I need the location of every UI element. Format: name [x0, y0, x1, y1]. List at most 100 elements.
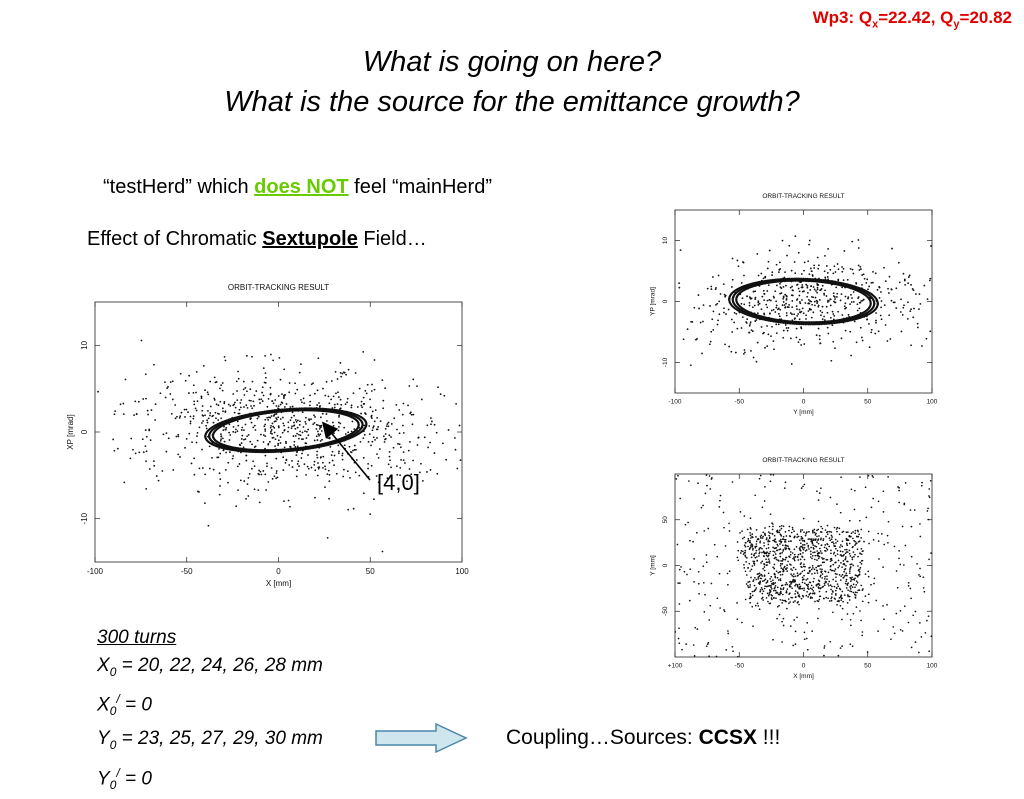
data-point: [363, 433, 366, 436]
data-point: [803, 631, 806, 634]
data-point: [809, 289, 812, 291]
data-point: [727, 630, 729, 632]
data-point: [838, 600, 840, 603]
data-point: [217, 419, 220, 421]
data-point: [840, 562, 842, 564]
data-point: [804, 550, 807, 552]
data-point: [766, 299, 769, 302]
data-point: [222, 410, 224, 413]
data-point: [823, 654, 825, 657]
data-point: [883, 304, 886, 307]
data-point: [803, 582, 806, 585]
data-point: [838, 281, 841, 284]
data-point: [767, 594, 770, 597]
data-point: [748, 562, 751, 565]
data-point: [275, 477, 278, 480]
data-point: [209, 380, 212, 383]
data-point: [454, 448, 457, 451]
data-point: [880, 291, 882, 293]
data-point: [850, 584, 853, 587]
data-point: [831, 559, 833, 562]
data-point: [233, 411, 236, 414]
data-point: [792, 578, 795, 581]
data-point: [755, 578, 758, 581]
data-point: [328, 402, 331, 405]
data-point: [719, 494, 722, 497]
data-point: [836, 603, 838, 606]
data-point: [811, 597, 814, 599]
data-point: [882, 566, 884, 568]
data-point: [861, 336, 863, 339]
data-point: [856, 303, 859, 306]
data-point: [778, 604, 780, 607]
data-point: [386, 423, 389, 425]
data-point: [848, 519, 851, 522]
data-point: [862, 273, 865, 276]
data-point: [824, 255, 826, 257]
data-point: [785, 582, 788, 584]
y-tick-label: -10: [80, 512, 89, 524]
data-point: [264, 418, 267, 421]
data-point: [877, 540, 880, 542]
data-point: [855, 341, 858, 344]
data-point: [322, 387, 324, 390]
data-point: [238, 408, 241, 411]
data-point: [880, 533, 883, 535]
data-point: [316, 450, 319, 453]
data-point: [347, 431, 350, 434]
data-point: [766, 555, 769, 558]
data-point: [835, 587, 838, 589]
data-point: [840, 476, 842, 479]
data-point: [737, 559, 740, 562]
data-point: [744, 570, 747, 573]
data-point: [269, 432, 272, 435]
data-point: [709, 488, 712, 490]
data-point: [708, 343, 711, 346]
data-point: [797, 313, 800, 315]
data-point: [777, 571, 780, 574]
data-point: [167, 385, 169, 388]
data-point: [317, 357, 320, 360]
data-point: [849, 563, 852, 566]
data-point: [825, 305, 828, 308]
data-point: [265, 376, 267, 379]
data-point: [901, 630, 904, 632]
data-point: [214, 411, 217, 414]
data-point: [785, 298, 788, 300]
data-point: [350, 451, 353, 454]
data-point: [841, 531, 844, 534]
data-point: [743, 303, 746, 306]
data-point: [805, 637, 808, 640]
data-point: [811, 557, 813, 560]
data-point: [808, 307, 811, 310]
data-point: [301, 452, 303, 455]
data-point: [258, 501, 261, 504]
data-point: [843, 594, 846, 596]
data-point: [234, 431, 237, 434]
data-point: [834, 347, 836, 350]
data-point: [768, 279, 771, 282]
data-point: [761, 592, 764, 595]
data-point: [807, 310, 810, 312]
data-point: [854, 540, 857, 543]
data-point: [785, 314, 788, 317]
data-point: [779, 286, 782, 289]
data-point: [303, 402, 306, 405]
data-point: [785, 295, 788, 298]
data-point: [839, 546, 841, 548]
data-point: [837, 566, 840, 569]
data-point: [781, 599, 784, 602]
data-point: [847, 531, 849, 534]
data-point: [264, 454, 267, 457]
data-point: [184, 446, 186, 449]
data-point: [779, 548, 782, 550]
y-tick-label: 0: [662, 563, 669, 567]
data-point: [335, 392, 337, 395]
data-point: [786, 329, 789, 332]
data-point: [826, 272, 829, 274]
data-point: [820, 537, 822, 540]
data-point: [849, 586, 851, 588]
data-point: [751, 590, 754, 593]
data-point: [857, 589, 859, 592]
data-point: [835, 580, 837, 583]
